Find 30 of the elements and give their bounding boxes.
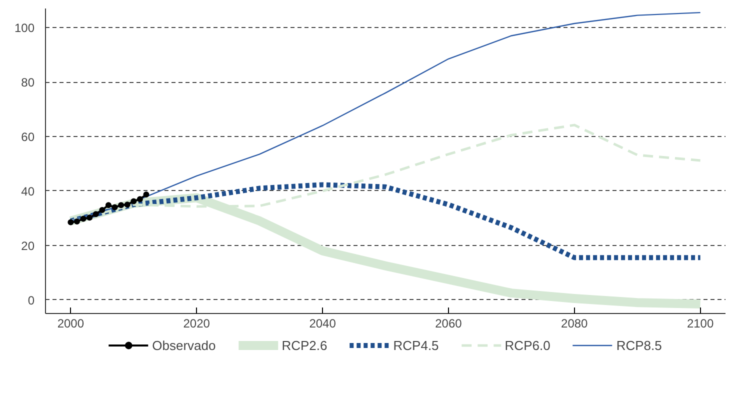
point <box>92 211 99 218</box>
legend-label: RCP8.5 <box>616 337 662 353</box>
x-tick-label: 2040 <box>309 316 336 330</box>
y-tick-label: 20 <box>21 238 35 253</box>
point <box>74 218 80 224</box>
y-tick-label: 60 <box>21 130 35 144</box>
y-tick-label: 0 <box>28 293 35 308</box>
point <box>68 219 74 226</box>
point <box>118 202 124 208</box>
y-tick-label: 80 <box>21 76 35 90</box>
point <box>136 196 143 202</box>
point <box>86 214 93 221</box>
point <box>105 202 112 208</box>
x-tick-label: 2000 <box>57 316 84 330</box>
point <box>143 192 150 198</box>
legend-label: RCP4.5 <box>393 337 439 353</box>
legend-label: RCP6.0 <box>504 337 550 353</box>
point <box>80 216 86 222</box>
legend-label: RCP2.6 <box>282 337 328 353</box>
x-tick-label: 2100 <box>686 316 714 330</box>
legend-label: Observado <box>152 337 216 353</box>
y-tick-label: 40 <box>21 184 35 198</box>
point <box>99 207 106 214</box>
point <box>130 198 137 204</box>
point <box>124 202 130 208</box>
x-tick-label: 2060 <box>435 316 462 330</box>
point <box>112 204 118 210</box>
y-tick-label: 100 <box>14 21 35 36</box>
x-tick-label: 2080 <box>561 316 588 330</box>
x-tick-label: 2020 <box>183 316 210 330</box>
